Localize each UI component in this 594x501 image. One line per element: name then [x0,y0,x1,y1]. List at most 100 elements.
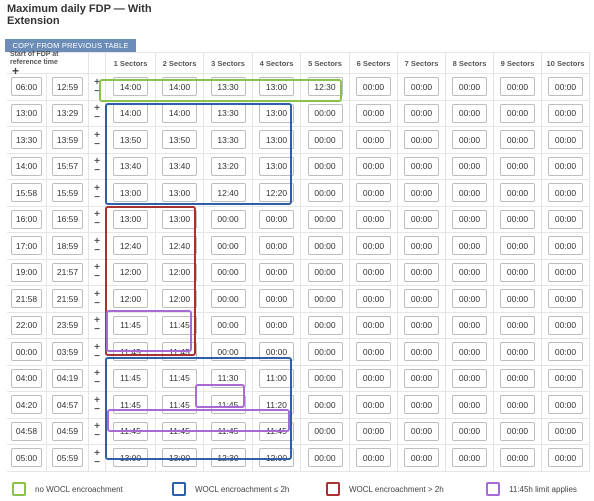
plus-icon[interactable]: + [94,209,100,221]
fdp-value-input[interactable]: 11:30 [210,368,246,388]
fdp-value-input[interactable]: 11:45 [210,421,246,441]
start-to-input[interactable]: 03:59 [52,342,83,362]
fdp-value-input[interactable]: 13:00 [162,448,197,468]
fdp-value-input[interactable]: 11:45 [113,395,148,415]
plus-icon[interactable]: + [94,103,100,115]
fdp-value-input[interactable]: 00:00 [452,156,487,176]
start-to-input[interactable]: 04:57 [52,395,83,415]
minus-icon[interactable]: − [94,403,100,415]
fdp-value-input[interactable]: 00:00 [356,262,391,282]
fdp-value-input[interactable]: 00:00 [452,236,487,256]
start-from-input[interactable]: 13:00 [11,103,42,123]
fdp-value-input[interactable]: 00:00 [356,156,391,176]
plus-icon[interactable]: + [94,76,100,88]
fdp-value-input[interactable]: 00:00 [259,236,294,256]
fdp-value-input[interactable]: 13:30 [210,77,246,97]
fdp-value-input[interactable]: 11:45 [210,395,246,415]
fdp-value-input[interactable]: 00:00 [210,289,246,309]
minus-icon[interactable]: − [94,138,100,150]
start-from-input[interactable]: 05:00 [11,448,42,468]
fdp-value-input[interactable]: 11:20 [259,395,294,415]
fdp-value-input[interactable]: 00:00 [500,342,535,362]
fdp-value-input[interactable]: 00:00 [548,236,583,256]
fdp-value-input[interactable]: 00:00 [307,262,343,282]
fdp-value-input[interactable]: 00:00 [307,368,343,388]
fdp-value-input[interactable]: 13:00 [259,156,294,176]
fdp-value-input[interactable]: 00:00 [548,342,583,362]
fdp-value-input[interactable]: 00:00 [404,209,439,229]
fdp-value-input[interactable]: 00:00 [404,289,439,309]
minus-icon[interactable]: − [94,456,100,468]
fdp-value-input[interactable]: 00:00 [404,315,439,335]
fdp-value-input[interactable]: 00:00 [500,77,535,97]
start-from-input[interactable]: 15:58 [11,183,42,203]
plus-icon[interactable]: + [94,129,100,141]
start-to-input[interactable]: 21:59 [52,289,83,309]
fdp-value-input[interactable]: 00:00 [452,448,487,468]
minus-icon[interactable]: − [94,297,100,309]
fdp-value-input[interactable]: 11:45 [259,421,294,441]
add-row-icon[interactable]: + [12,64,20,78]
fdp-value-input[interactable]: 00:00 [548,289,583,309]
fdp-value-input[interactable]: 00:00 [500,448,535,468]
start-to-input[interactable]: 23:59 [52,315,83,335]
fdp-value-input[interactable]: 00:00 [307,156,343,176]
fdp-value-input[interactable]: 11:45 [113,421,148,441]
fdp-value-input[interactable]: 00:00 [548,315,583,335]
fdp-value-input[interactable]: 12:20 [259,183,294,203]
fdp-value-input[interactable]: 00:00 [356,315,391,335]
fdp-value-input[interactable]: 12:00 [162,262,197,282]
fdp-value-input[interactable]: 00:00 [356,289,391,309]
minus-icon[interactable]: − [94,244,100,256]
fdp-value-input[interactable]: 00:00 [404,342,439,362]
fdp-value-input[interactable]: 00:00 [548,156,583,176]
start-to-input[interactable]: 16:59 [52,209,83,229]
start-to-input[interactable]: 13:29 [52,103,83,123]
fdp-value-input[interactable]: 00:00 [452,315,487,335]
start-from-input[interactable]: 06:00 [11,77,42,97]
fdp-value-input[interactable]: 12:40 [113,236,148,256]
fdp-value-input[interactable]: 00:00 [500,315,535,335]
fdp-value-input[interactable]: 00:00 [307,395,343,415]
fdp-value-input[interactable]: 00:00 [452,342,487,362]
minus-icon[interactable]: − [94,377,100,389]
minus-icon[interactable]: − [94,324,100,336]
fdp-value-input[interactable]: 13:30 [210,103,246,123]
fdp-value-input[interactable]: 00:00 [452,103,487,123]
fdp-value-input[interactable]: 00:00 [548,448,583,468]
start-to-input[interactable]: 13:59 [52,130,83,150]
fdp-value-input[interactable]: 00:00 [452,209,487,229]
start-from-input[interactable]: 04:00 [11,368,42,388]
fdp-value-input[interactable]: 00:00 [210,209,246,229]
fdp-value-input[interactable]: 12:30 [307,77,343,97]
fdp-value-input[interactable]: 00:00 [259,209,294,229]
fdp-value-input[interactable]: 00:00 [404,421,439,441]
fdp-value-input[interactable]: 00:00 [259,262,294,282]
minus-icon[interactable]: − [94,112,100,124]
fdp-value-input[interactable]: 11:45 [162,368,197,388]
start-to-input[interactable]: 15:59 [52,183,83,203]
fdp-value-input[interactable]: 00:00 [307,289,343,309]
fdp-value-input[interactable]: 00:00 [307,103,343,123]
start-to-input[interactable]: 12:59 [52,77,83,97]
fdp-value-input[interactable]: 12:00 [113,289,148,309]
fdp-value-input[interactable]: 00:00 [404,130,439,150]
fdp-value-input[interactable]: 00:00 [500,262,535,282]
fdp-value-input[interactable]: 00:00 [500,395,535,415]
fdp-value-input[interactable]: 00:00 [356,421,391,441]
plus-icon[interactable]: + [94,421,100,433]
fdp-value-input[interactable]: 00:00 [404,156,439,176]
start-from-input[interactable]: 16:00 [11,209,42,229]
fdp-value-input[interactable]: 00:00 [452,395,487,415]
fdp-value-input[interactable]: 00:00 [210,236,246,256]
fdp-value-input[interactable]: 00:00 [259,289,294,309]
fdp-value-input[interactable]: 00:00 [404,262,439,282]
start-from-input[interactable]: 04:20 [11,395,42,415]
fdp-value-input[interactable]: 13:00 [259,130,294,150]
start-from-input[interactable]: 14:00 [11,156,42,176]
start-from-input[interactable]: 21:58 [11,289,42,309]
fdp-value-input[interactable]: 00:00 [210,262,246,282]
fdp-value-input[interactable]: 00:00 [452,289,487,309]
plus-icon[interactable]: + [94,182,100,194]
fdp-value-input[interactable]: 14:00 [162,103,197,123]
